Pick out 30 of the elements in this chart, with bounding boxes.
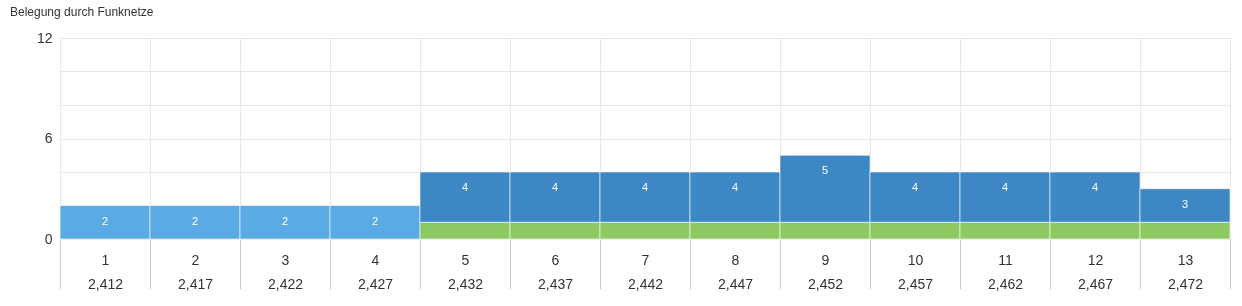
total-label: 2 <box>101 214 109 227</box>
total-label: 2 <box>371 214 379 227</box>
y-tick-label: 6 <box>44 130 53 146</box>
x-tick-label: 9 2,452 <box>807 251 844 292</box>
x-tick-label: 12 2,467 <box>1077 251 1114 292</box>
x-tick-label: 8 2,447 <box>717 251 754 292</box>
total-label: 2 <box>191 214 199 227</box>
y-tick-label: 0 <box>44 230 53 247</box>
total-label: 4 <box>911 181 919 193</box>
x-tick-label: 2 2,417 <box>177 251 214 292</box>
total-label: 5 <box>821 164 829 177</box>
total-label: 4 <box>641 181 649 193</box>
x-tick-label: 5 2,432 <box>447 251 484 292</box>
x-tick-label: 3 2,422 <box>267 251 304 292</box>
x-tick-label: 4 2,427 <box>357 251 394 292</box>
total-label: 2 <box>281 214 289 227</box>
total-label: 4 <box>551 181 559 193</box>
x-tick-label: 10 2,457 <box>897 251 934 292</box>
x-tick-label: 13 2,472 <box>1167 251 1204 292</box>
x-tick-label: 1 2,412 <box>87 251 124 292</box>
x-tick-label: 7 2,442 <box>627 251 664 292</box>
x-tick-label: 11 2,462 <box>987 251 1024 292</box>
y-tick-label: 12 <box>36 29 53 46</box>
chart-title: Belegung durch Funknetze <box>10 5 154 19</box>
total-label: 3 <box>1181 197 1189 210</box>
total-label: 4 <box>1001 181 1009 193</box>
x-tick-label: 6 2,437 <box>537 251 574 292</box>
total-label: 4 <box>731 181 739 193</box>
total-label: 4 <box>461 181 469 193</box>
total-label: 4 <box>1091 181 1099 193</box>
